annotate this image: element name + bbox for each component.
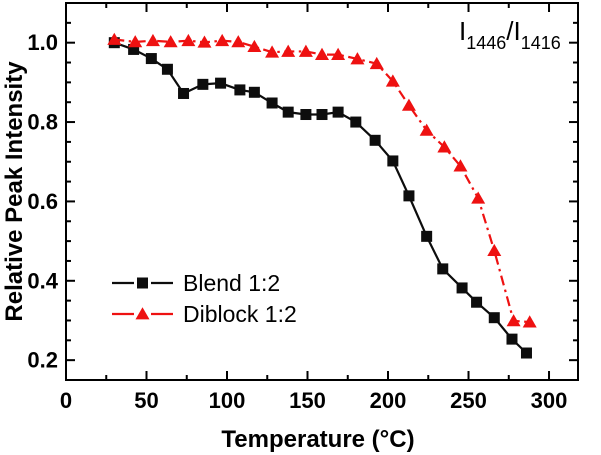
y-axis-title: Relative Peak Intensity: [1, 61, 28, 322]
data-point-marker-triangle: [385, 74, 400, 87]
y-tick-label: 1.0: [27, 30, 58, 55]
x-tick-label: 250: [450, 388, 487, 413]
data-point-marker-square: [197, 78, 209, 90]
x-tick-label: 100: [209, 388, 246, 413]
data-point-marker-triangle: [197, 35, 212, 48]
data-point-marker-triangle: [215, 33, 230, 47]
x-tick-label: 200: [370, 388, 407, 413]
data-point-marker-square: [488, 312, 500, 324]
data-point-marker-square: [387, 155, 399, 167]
legend-label-diblock-1-2: Diblock 1:2: [183, 301, 297, 327]
data-point-marker-square: [282, 106, 294, 118]
y-tick-labels: 0.2 0.4 0.6 0.8 1.0: [27, 30, 58, 372]
data-point-marker-triangle: [298, 44, 313, 57]
annotation-label: I1446/I1416: [459, 16, 561, 53]
data-point-marker-triangle: [128, 35, 143, 48]
y-tick-label: 0.6: [27, 189, 58, 214]
data-point-marker-square: [161, 63, 173, 75]
data-point-marker-square: [128, 43, 140, 55]
data-point-marker-triangle: [506, 314, 521, 327]
data-point-marker-square: [471, 296, 483, 308]
y-tick-label: 0.4: [27, 268, 58, 293]
data-point-marker-square: [234, 84, 246, 96]
data-point-marker-square: [145, 53, 157, 65]
data-point-marker-square: [403, 190, 415, 202]
data-point-marker-triangle: [369, 56, 384, 70]
series-blend-1-2: [108, 37, 532, 359]
data-point-marker-triangle: [401, 98, 416, 111]
data-point-marker-triangle: [231, 35, 246, 48]
data-point-marker-triangle: [350, 52, 365, 65]
data-point-marker-square: [300, 109, 312, 121]
data-point-marker-triangle: [135, 307, 150, 320]
data-point-marker-square: [520, 347, 532, 359]
data-point-marker-triangle: [145, 33, 160, 47]
data-point-marker-triangle: [471, 191, 486, 204]
y-tick-label: 0.8: [27, 110, 58, 135]
data-point-marker-square: [350, 116, 362, 128]
legend-item-diblock-1-2: Diblock 1:2: [112, 301, 297, 327]
data-point-marker-square: [506, 333, 518, 345]
data-point-marker-square: [369, 134, 381, 146]
legend-item-blend-1-2: Blend 1:2: [112, 270, 280, 296]
data-point-marker-triangle: [331, 47, 346, 60]
data-point-marker-triangle: [281, 44, 296, 57]
x-tick-label: 150: [289, 388, 326, 413]
data-point-marker-square: [421, 230, 433, 242]
data-point-marker-triangle: [315, 47, 329, 60]
legend-label-blend-1-2: Blend 1:2: [183, 270, 280, 296]
y-tick-label: 0.2: [27, 348, 58, 373]
data-point-marker-triangle: [247, 39, 262, 53]
data-point-marker-triangle: [163, 35, 178, 48]
data-point-marker-square: [437, 263, 449, 275]
x-axis-title: Temperature (°C): [221, 426, 414, 453]
data-point-marker-square: [456, 282, 468, 294]
data-point-marker-triangle: [487, 243, 502, 257]
x-tick-label: 50: [134, 388, 158, 413]
x-tick-label: 0: [60, 388, 72, 413]
data-point-marker-square: [266, 97, 278, 109]
data-point-marker-square: [215, 77, 227, 89]
legend: Blend 1:2 Diblock 1:2: [112, 270, 297, 327]
x-tick-labels: 0 50 100 150 200 250 300: [60, 388, 568, 413]
data-point-marker-triangle: [265, 45, 280, 58]
data-point-marker-triangle: [453, 159, 468, 172]
data-point-marker-triangle: [181, 33, 196, 47]
data-point-marker-square: [248, 86, 260, 98]
plot-frame: [65, 2, 579, 381]
data-point-marker-square: [178, 87, 190, 99]
data-point-marker-triangle: [419, 123, 434, 136]
data-point-marker-triangle: [522, 315, 537, 328]
series-diblock-1-2: [107, 32, 537, 328]
data-point-marker-triangle: [437, 140, 452, 153]
data-point-marker-square: [316, 109, 328, 121]
data-point-marker-square: [137, 277, 148, 289]
x-tick-label: 300: [531, 388, 568, 413]
data-point-marker-triangle: [107, 32, 122, 45]
data-point-marker-square: [332, 106, 344, 118]
series-line-blend-1-2: [113, 41, 528, 354]
